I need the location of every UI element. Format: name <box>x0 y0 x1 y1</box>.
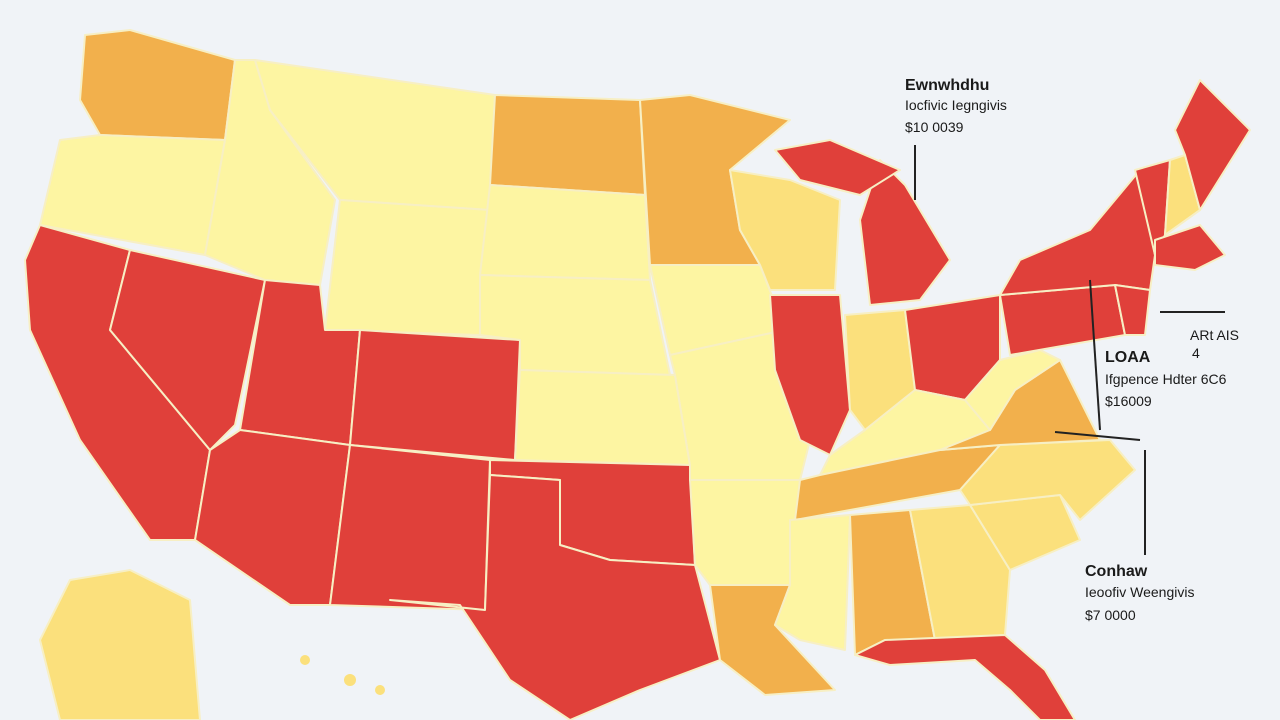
island <box>344 674 356 686</box>
states <box>24 29 1251 720</box>
annotation: Conhaw Ieoofiv Weengivis $7 0000 <box>1085 563 1194 623</box>
state <box>964 349 1061 431</box>
state <box>999 169 1156 296</box>
annotation-value: $16009 <box>1105 393 1152 409</box>
annotation-value: $7 0000 <box>1085 607 1136 623</box>
annotation-text: Ieoofiv Weengivis <box>1085 584 1194 600</box>
state <box>854 634 1076 720</box>
annotation: LOAA Ifgpence Hdter 6C6 $16009 <box>1105 349 1227 409</box>
state <box>909 504 1011 641</box>
annotation-text: Ifgpence Hdter 6C6 <box>1105 371 1227 387</box>
island <box>300 655 310 665</box>
state <box>1174 79 1251 211</box>
state <box>514 369 691 466</box>
state <box>109 249 266 451</box>
state <box>1114 284 1151 336</box>
leader-line <box>1054 431 1141 441</box>
annotation-text: Iocfivic Iegngivis <box>905 97 1007 113</box>
leader-line <box>1089 279 1101 431</box>
state <box>39 134 226 256</box>
state <box>489 94 646 196</box>
state <box>39 569 201 720</box>
state <box>774 139 901 196</box>
annotation-title: Conhaw <box>1085 563 1148 580</box>
state <box>349 329 521 461</box>
state <box>329 444 491 611</box>
annotation: ARt AIS 4 <box>1190 327 1239 361</box>
state <box>999 284 1126 356</box>
annotation-title: LOAA <box>1105 349 1151 366</box>
state <box>859 159 951 306</box>
annotation-text: 4 <box>1192 345 1200 361</box>
state <box>194 429 351 606</box>
leader-lines <box>914 145 1225 555</box>
annotation: Ewnwhdhu Iocfivic Iegngivis $10 0039 <box>905 77 1007 135</box>
state <box>479 184 651 281</box>
state <box>324 199 491 336</box>
state <box>729 169 841 291</box>
state <box>689 479 801 586</box>
annotation-text: ARt AIS <box>1190 327 1239 343</box>
annotation-value: $10 0039 <box>905 119 964 135</box>
state <box>389 474 721 720</box>
island <box>375 685 385 695</box>
annotation-title: Ewnwhdhu <box>905 77 989 94</box>
state <box>79 29 236 141</box>
state <box>1154 224 1226 271</box>
